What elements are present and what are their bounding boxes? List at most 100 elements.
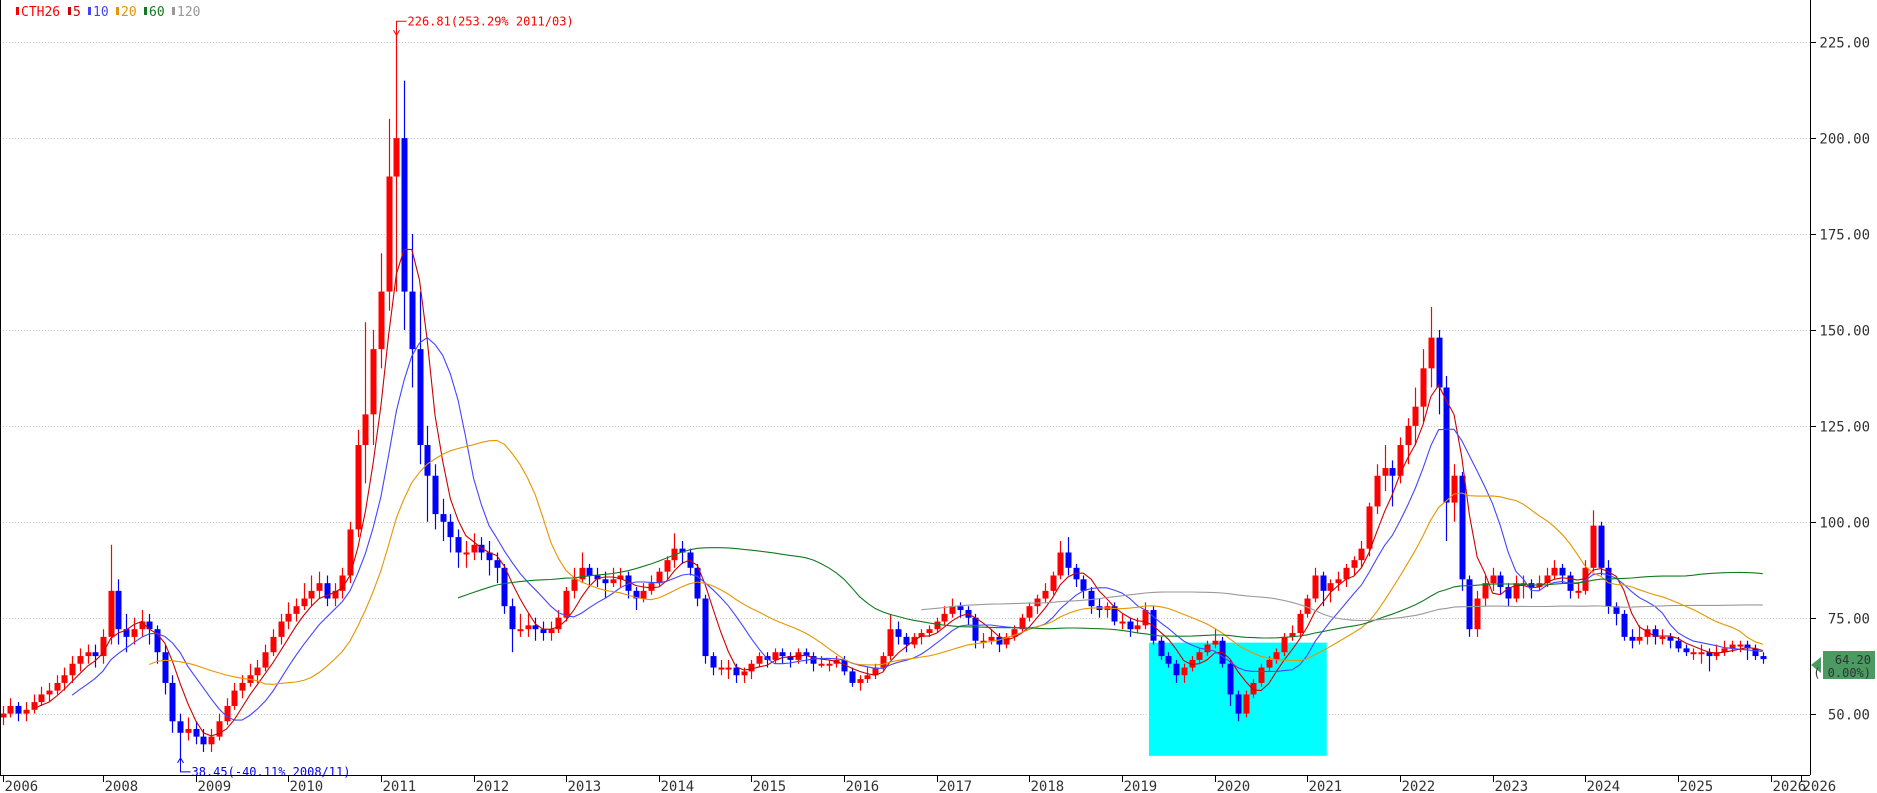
candle: [1057, 540, 1064, 580]
candle-body: [7, 705, 14, 714]
candle: [579, 552, 586, 584]
x-tick-label: 2011: [383, 779, 417, 793]
candle: [1652, 625, 1659, 645]
candle: [1428, 306, 1435, 388]
candle-body: [702, 598, 709, 657]
candle: [355, 429, 362, 538]
candle-body: [957, 606, 964, 611]
candle: [123, 613, 130, 653]
candle: [254, 659, 261, 683]
candle: [15, 702, 22, 722]
candle: [1273, 648, 1280, 664]
candle-body: [1590, 525, 1597, 568]
candle: [208, 728, 215, 752]
candle: [532, 617, 539, 641]
candle: [285, 602, 292, 630]
candle: [1629, 629, 1636, 649]
candle: [1065, 537, 1072, 576]
candle-body: [679, 548, 686, 553]
candle-body: [818, 663, 825, 666]
x-tick-label: 2017: [939, 779, 973, 793]
candle: [7, 698, 14, 718]
candle: [1721, 640, 1728, 657]
candle-body: [610, 579, 617, 584]
candle-body: [1034, 598, 1041, 607]
candle: [849, 667, 856, 687]
candle: [1490, 567, 1497, 591]
candle: [548, 621, 555, 641]
candle: [1165, 652, 1172, 668]
candle-body: [1544, 575, 1551, 584]
x-tick-label: 2009: [198, 779, 232, 793]
candle-body: [779, 652, 786, 657]
candle-body: [177, 721, 184, 733]
candle: [54, 675, 61, 695]
candle: [1181, 663, 1188, 683]
candle: [239, 675, 246, 699]
candle: [432, 464, 439, 530]
candle-body: [1312, 575, 1319, 599]
candle: [1644, 625, 1651, 645]
candle: [602, 571, 609, 599]
candle: [494, 552, 501, 584]
x-tick-label: 2015: [753, 779, 787, 793]
candle: [401, 80, 408, 330]
candle-body: [1320, 575, 1327, 591]
candle: [1142, 602, 1149, 630]
candle: [1451, 464, 1458, 522]
candle-body: [46, 690, 53, 695]
x-tick-label: 2023: [1495, 779, 1529, 793]
candle: [1420, 349, 1427, 423]
candle-body: [1327, 583, 1334, 591]
candle-body: [1752, 648, 1759, 657]
x-tick-label: 2019: [1124, 779, 1158, 793]
candle-body: [1605, 567, 1612, 607]
candle-body: [1273, 652, 1280, 660]
x-tick-label: 2010: [290, 779, 324, 793]
candle-body: [880, 656, 887, 668]
candle-body: [903, 636, 910, 645]
candle: [1343, 563, 1350, 588]
candle-body: [656, 571, 663, 584]
x-axis: 2006 2008 2009 2010 2011 2012 2013 2014 2015 2016…: [3, 775, 1836, 793]
candle-body: [393, 138, 400, 177]
candle-body: [872, 667, 879, 676]
candle: [1551, 560, 1558, 580]
candle: [1567, 571, 1574, 599]
candle-body: [1760, 656, 1767, 660]
candle-body: [1011, 629, 1018, 637]
candle: [501, 563, 508, 614]
candle-body: [586, 567, 593, 576]
candle: [772, 648, 779, 664]
candle-body: [1497, 575, 1504, 588]
candle-body: [1235, 694, 1242, 714]
candle: [648, 575, 655, 595]
candle: [1173, 659, 1180, 683]
candle: [324, 575, 331, 607]
candle-body: [208, 736, 215, 745]
candle: [31, 694, 38, 714]
candle: [826, 659, 833, 672]
candle-body: [1050, 575, 1057, 591]
candle-body: [1652, 629, 1659, 637]
candle-body: [764, 656, 771, 660]
candle-body: [1389, 468, 1396, 476]
moving-averages: [33, 248, 1763, 737]
candle: [393, 35, 400, 292]
candle-body: [617, 575, 624, 580]
candle: [1412, 387, 1419, 446]
grid-lines: [0, 42, 1810, 715]
candle-body: [1436, 337, 1443, 388]
candle-body: [1181, 667, 1188, 676]
candle-body: [980, 640, 987, 643]
candle-body: [887, 629, 894, 657]
candle-body: [308, 590, 315, 599]
candle: [818, 656, 825, 668]
candle: [718, 659, 725, 676]
candle-body: [1111, 606, 1118, 622]
candle: [1659, 629, 1666, 645]
candle-body: [1505, 587, 1512, 599]
candle-body: [409, 291, 416, 350]
candle: [139, 610, 146, 637]
candle-body: [154, 629, 161, 653]
